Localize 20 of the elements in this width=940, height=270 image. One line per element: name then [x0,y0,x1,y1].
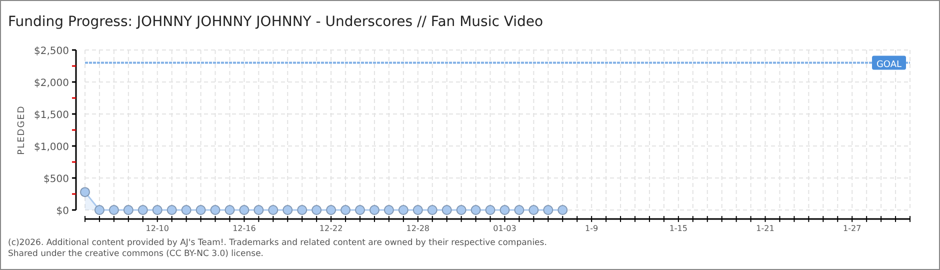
x-tick-label: 1-15 [669,224,688,233]
text: Shared under the creative commons (CC BY-NC 3.0) license. [8,249,264,259]
y-tick-label: $1,500 [34,110,69,121]
y-tick-label: $2,000 [34,78,69,89]
y-axis-title: PLEDGED [17,105,27,155]
y-tick-label: $1,000 [34,142,69,153]
x-tick-label: 12-10 [146,224,169,233]
ref-line-label: GOAL [876,60,902,70]
y-tick-label: $0 [56,206,69,217]
chart-title: Funding Progress: JOHNNY JOHNNY JOHNNY - Underscores // Fan Music Video [8,14,544,30]
x-tick-label: 1-21 [756,224,774,233]
x-tick-label: 12-28 [406,224,430,233]
x-tick-label: 1-9 [585,224,598,233]
text: (c)2026. Additional content provided by AJ's Team!. Trademarks and related content are owned by their respective companies. [8,238,547,248]
x-tick-label: 12-16 [232,224,256,233]
y-tick-label: $500 [44,174,69,185]
y-tick-label: $2,500 [34,46,69,57]
x-tick-label: 12-22 [319,224,343,233]
x-tick-label: 1-27 [843,224,862,233]
x-tick-label: 01-03 [493,224,516,233]
